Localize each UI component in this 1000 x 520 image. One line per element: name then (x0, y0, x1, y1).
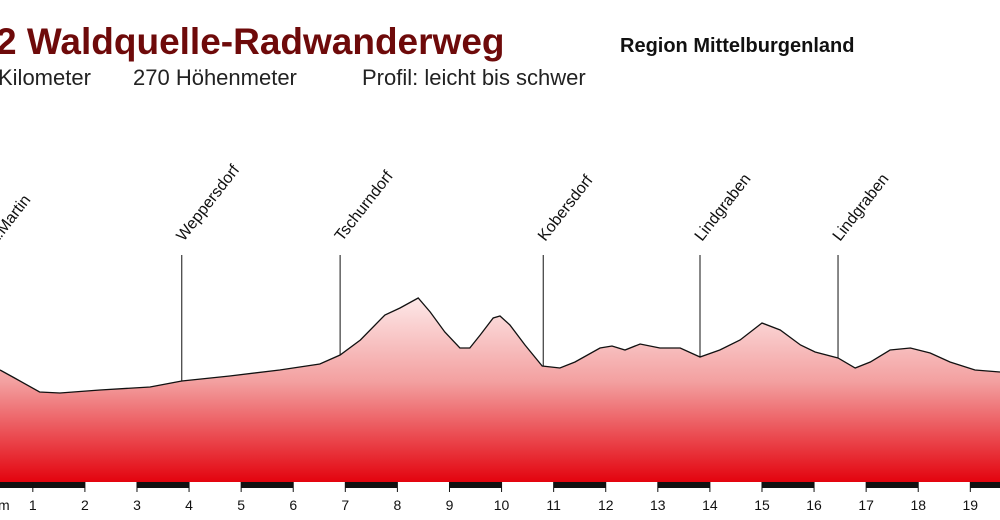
x-tick-label: 1 (29, 497, 37, 513)
x-tick-label: 9 (446, 497, 454, 513)
x-tick-label: 7 (341, 497, 349, 513)
km-segment (32, 482, 85, 488)
x-tick-label: 17 (858, 497, 874, 513)
x-axis-label: m (0, 497, 10, 513)
x-tick-label: 19 (963, 497, 979, 513)
x-tick-label: 8 (393, 497, 401, 513)
km-segment (241, 482, 294, 488)
x-tick-label: 3 (133, 497, 141, 513)
x-tick-label: 18 (910, 497, 926, 513)
km-segment (970, 482, 1000, 488)
x-tick-label: 10 (494, 497, 510, 513)
x-tick-label: 6 (289, 497, 297, 513)
km-segment (553, 482, 606, 488)
km-segment (657, 482, 710, 488)
fact: 270 Höhenmeter (133, 65, 297, 90)
place-label: Kobersdorf (535, 172, 597, 245)
km-segment (866, 482, 919, 488)
place-label: t.Martin (0, 192, 34, 245)
region: Region Mittelburgenland (620, 35, 854, 57)
place-label: Lindgraben (830, 171, 893, 245)
km-segment (449, 482, 502, 488)
x-tick-label: 16 (806, 497, 822, 513)
x-tick-label: 5 (237, 497, 245, 513)
place-label: Tschurndorf (332, 168, 397, 245)
place-label: Lindgraben (692, 171, 755, 245)
profile-area (0, 298, 1000, 484)
km-segment (0, 482, 33, 488)
fact: Profil: leicht bis schwer (362, 65, 586, 90)
km-segment (345, 482, 398, 488)
place-label: Weppersdorf (174, 162, 244, 245)
fact: Kilometer (0, 65, 91, 90)
x-tick-label: 12 (598, 497, 614, 513)
x-tick-label: 14 (702, 497, 718, 513)
km-segment (136, 482, 190, 488)
x-tick-label: 13 (650, 497, 666, 513)
km-segment (761, 482, 815, 488)
title: 2 Waldquelle-Radwanderweg (0, 21, 505, 62)
x-tick-label: 15 (754, 497, 770, 513)
x-tick-label: 11 (546, 497, 561, 513)
x-tick-label: 2 (81, 497, 89, 513)
x-tick-label: 4 (185, 497, 193, 513)
